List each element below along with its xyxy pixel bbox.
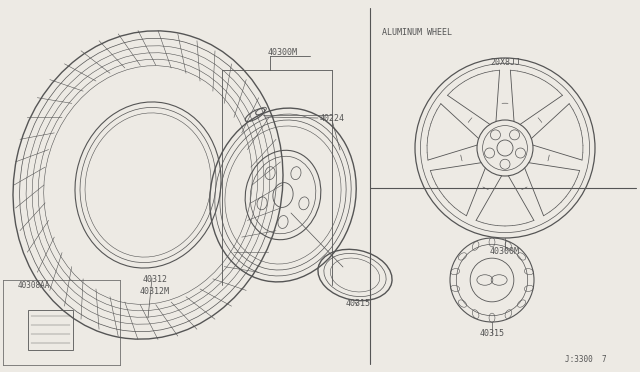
Text: J:3300  7: J:3300 7 xyxy=(565,356,607,365)
Text: 40300M: 40300M xyxy=(268,48,298,57)
Text: 40308AA: 40308AA xyxy=(18,280,51,289)
Text: 40315: 40315 xyxy=(346,298,371,308)
Bar xyxy=(28,310,73,350)
Text: 40300M: 40300M xyxy=(490,247,520,257)
Text: 40224: 40224 xyxy=(320,113,345,122)
Text: 40312: 40312 xyxy=(143,276,168,285)
Text: 40315: 40315 xyxy=(479,328,504,337)
Text: 20X8JJ: 20X8JJ xyxy=(490,58,520,67)
Text: ALUMINUM WHEEL: ALUMINUM WHEEL xyxy=(382,28,452,36)
Text: 40312M: 40312M xyxy=(140,288,170,296)
